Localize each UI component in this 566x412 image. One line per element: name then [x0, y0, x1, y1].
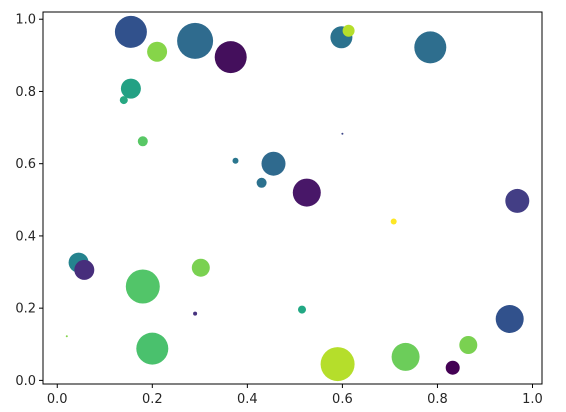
- scatter-point-21: [125, 269, 160, 304]
- points-layer: [65, 15, 530, 382]
- scatter-point-6: [119, 96, 128, 105]
- plot-frame: [42, 11, 543, 385]
- scatter-point-2: [147, 41, 168, 62]
- scatter-point-5: [120, 78, 141, 99]
- scatter-point-13: [342, 24, 355, 37]
- scatter-point-28: [459, 336, 478, 354]
- scatter-point-29: [495, 305, 524, 333]
- scatter-point-26: [391, 342, 420, 371]
- x-tick-label: 0.8: [427, 392, 448, 407]
- x-tick-label: 1.0: [522, 392, 543, 407]
- scatter-point-4: [214, 41, 247, 74]
- scatter-point-30: [65, 335, 68, 338]
- x-tick-label: 0.0: [47, 392, 68, 407]
- scatter-point-14: [341, 132, 344, 135]
- scatter-point-1: [114, 15, 147, 48]
- scatter-point-11: [292, 178, 321, 207]
- x-tick-label: 0.6: [332, 392, 353, 407]
- scatter-point-17: [505, 188, 530, 213]
- scatter-point-3: [177, 22, 214, 59]
- x-tick-label: 0.2: [142, 392, 163, 407]
- y-tick-label: 0.8: [15, 85, 36, 100]
- y-tick-label: 0.6: [15, 157, 36, 172]
- scatter-point-8: [232, 157, 239, 164]
- y-tick-label: 0.0: [15, 374, 36, 389]
- scatter-point-20: [191, 258, 210, 277]
- scatter-point-19: [74, 259, 95, 280]
- y-axis: 0.0 0.2 0.4 0.6 0.8 1.0: [15, 13, 43, 389]
- scatter-point-7: [137, 136, 148, 147]
- x-axis: 0.0 0.2 0.4 0.6 0.8 1.0: [47, 384, 543, 407]
- scatter-point-16: [390, 218, 397, 225]
- scatter-point-23: [193, 311, 198, 316]
- scatter-point-27: [445, 360, 460, 375]
- scatter-point-24: [298, 305, 306, 314]
- y-tick-label: 0.4: [15, 229, 36, 244]
- scatter-point-15: [414, 31, 447, 64]
- x-tick-label: 0.4: [237, 392, 258, 407]
- y-tick-label: 0.2: [15, 302, 36, 317]
- y-tick-label: 1.0: [15, 13, 36, 28]
- scatter-point-9: [261, 151, 286, 176]
- scatter-point-25: [320, 347, 355, 382]
- scatter-point-22: [136, 332, 169, 365]
- scatter-point-10: [256, 177, 267, 188]
